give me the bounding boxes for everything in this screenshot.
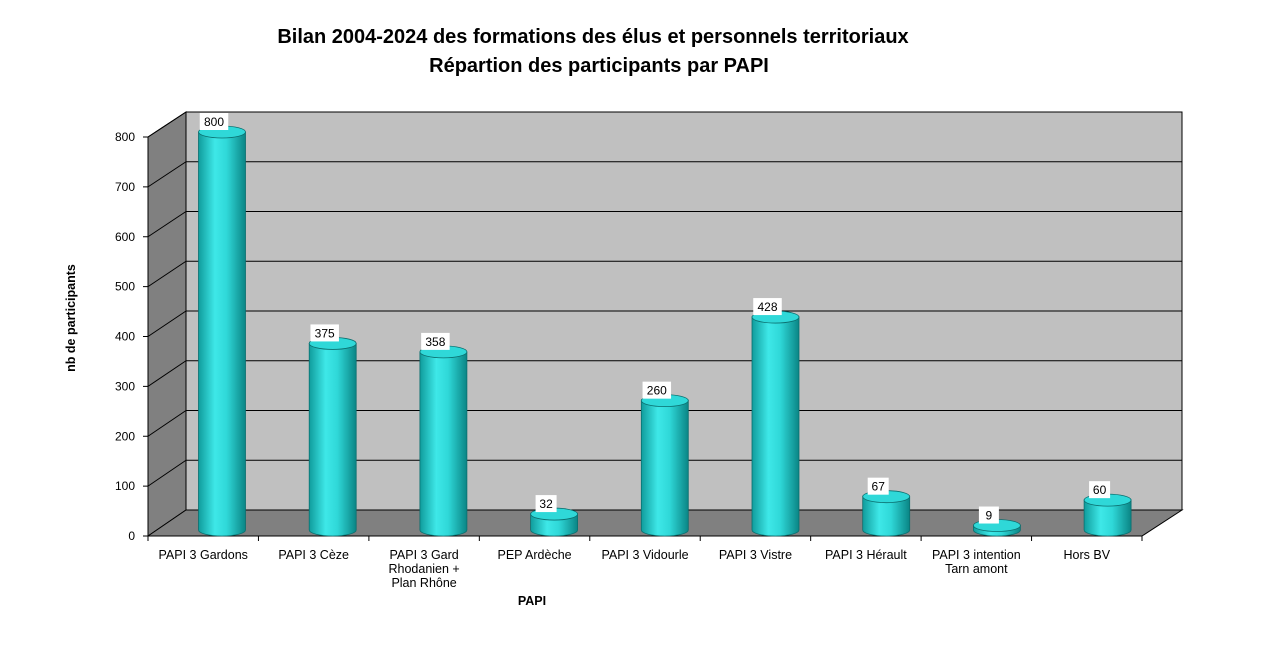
svg-text:9: 9: [986, 509, 993, 523]
data-label: 32: [535, 495, 557, 513]
gridline-side: [147, 211, 187, 238]
y-tick-label: 0: [128, 529, 135, 543]
x-tick-label: PAPI 3 intention: [932, 548, 1021, 562]
gridline-side: [147, 310, 187, 337]
data-label: 800: [199, 113, 229, 130]
data-label: 67: [867, 477, 889, 495]
data-label: 428: [753, 298, 782, 316]
bar: [862, 490, 911, 537]
data-label: 260: [642, 381, 672, 399]
x-tick-label: Hors BV: [1064, 548, 1111, 562]
y-axis: 0 100 200 300 400 500 600 700 800: [115, 130, 148, 543]
gridline-side: [147, 459, 187, 487]
x-tick-label: PAPI 3 Hérault: [825, 548, 907, 562]
x-tick-label: PAPI 3 Vidourle: [601, 548, 688, 562]
x-tick-label: PEP Ardèche: [497, 548, 571, 562]
bar: [530, 507, 578, 537]
bar: [198, 125, 246, 537]
chart-subtitle: Répartion des participants par PAPI: [429, 55, 769, 77]
y-tick-label: 400: [115, 330, 135, 344]
chart-title: Bilan 2004-2024 des formations des élus …: [277, 26, 908, 48]
svg-text:800: 800: [204, 115, 224, 129]
bar: [1083, 493, 1132, 537]
data-label: 358: [421, 332, 450, 350]
data-label: 375: [310, 324, 339, 342]
y-axis-title: nb de participants: [64, 264, 78, 372]
bar: [751, 310, 800, 537]
gridline-side: [147, 161, 187, 188]
y-tick-label: 800: [115, 130, 135, 144]
y-tick-label: 700: [115, 180, 135, 194]
svg-text:32: 32: [539, 497, 553, 511]
x-axis-title: PAPI: [518, 594, 546, 608]
svg-text:428: 428: [757, 300, 777, 314]
x-tick-label: Plan Rhône: [391, 576, 456, 590]
y-tick-label: 600: [115, 230, 135, 244]
gridline-side: [147, 410, 187, 437]
y-tick-label: 500: [115, 280, 135, 294]
x-tick-label: PAPI 3 Cèze: [278, 548, 349, 562]
y-tick-label: 100: [115, 479, 135, 493]
x-tick-label: PAPI 3 Gard: [389, 548, 458, 562]
bars: 800 375 358 32 260 428 67 9 60: [198, 113, 1132, 537]
bar: [308, 337, 357, 537]
gridline-side: [147, 360, 187, 387]
svg-text:260: 260: [647, 384, 667, 398]
x-tick-label: PAPI 3 Vistre: [719, 548, 792, 562]
y-tick-label: 300: [115, 379, 135, 393]
data-label: 60: [1089, 481, 1111, 499]
gridline-side: [147, 111, 187, 138]
bar: [419, 345, 468, 537]
gridline-side: [147, 260, 187, 288]
bar: [640, 394, 689, 537]
data-label: 9: [978, 506, 999, 524]
x-tick-label: Tarn amont: [945, 562, 1008, 576]
x-tick-label: Rhodanien +: [388, 562, 459, 576]
x-axis: PAPI 3 Gardons PAPI 3 Cèze PAPI 3 GardRhod…: [147, 536, 1143, 590]
svg-text:375: 375: [315, 326, 335, 340]
svg-text:60: 60: [1093, 483, 1107, 497]
svg-text:67: 67: [872, 480, 886, 494]
svg-text:358: 358: [425, 335, 445, 349]
y-tick-label: 200: [115, 429, 135, 443]
x-tick-label: PAPI 3 Gardons: [159, 548, 248, 562]
